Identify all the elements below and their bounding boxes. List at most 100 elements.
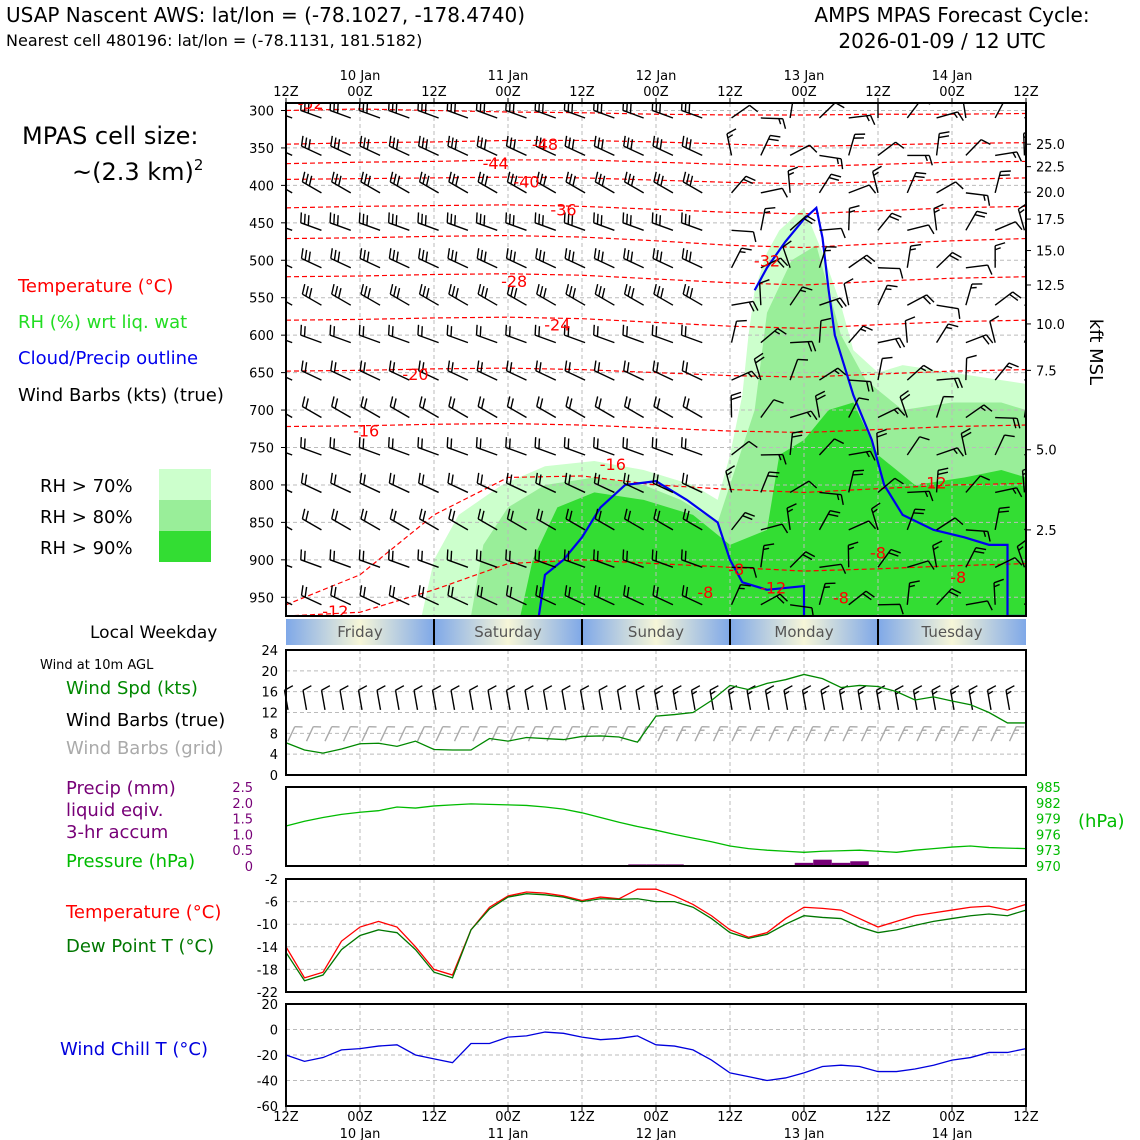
wind-barb-feather <box>827 513 839 517</box>
weekday-bar: Friday Saturday Sunday Monday Tuesday <box>286 619 1026 645</box>
wind-grid-barb <box>361 726 370 742</box>
temp-contour <box>286 139 1026 148</box>
wind-barb-feather <box>685 586 689 598</box>
wind-barb-feather <box>509 137 513 148</box>
wind-barb-feather <box>872 508 878 514</box>
wind-barb-feather <box>594 283 599 295</box>
wind-barb <box>965 600 988 606</box>
wind-barb-feather <box>923 364 933 372</box>
wind-barb-feather <box>392 586 396 598</box>
wind-barb-feather <box>535 585 539 596</box>
wind-barb-feather <box>505 472 509 484</box>
wind-10m-barb-feather <box>747 690 753 695</box>
wind-barb-feather <box>998 510 1009 513</box>
wind-barb-feather <box>848 546 855 550</box>
wind-grid-barb <box>435 726 444 742</box>
wind-10m-barb <box>302 690 308 711</box>
wind-barb-feather <box>623 283 628 295</box>
wind-barb-feather <box>418 171 423 183</box>
wind-barb-feather <box>480 474 484 485</box>
wind-barb-feather <box>652 585 656 596</box>
wind-barb-feather <box>571 251 575 262</box>
wind-10m-barb-feather <box>617 685 627 691</box>
wind-barb-feather <box>275 326 276 336</box>
wind-grid-barb <box>731 726 740 742</box>
windchill-panel: -60 -40 -20 0 20 <box>257 998 1027 1115</box>
wind-barb-feather <box>781 187 788 198</box>
windchill-line <box>285 1031 1027 1082</box>
temp-contour <box>286 108 1026 116</box>
wind-barb-feather <box>898 337 906 348</box>
wind-barb-feather <box>747 372 753 378</box>
wind-barb-feather <box>362 213 365 225</box>
wind-barb-feather <box>1041 110 1045 114</box>
wind-barb-feather <box>275 439 276 449</box>
wind-10m-barb <box>431 690 437 711</box>
wind-barb-feather <box>446 437 449 448</box>
wind-barb-feather <box>685 474 689 485</box>
wind-barb-feather <box>564 135 568 147</box>
temp-y-tick-label: -22 <box>257 986 278 1001</box>
wind-barb-feather <box>300 549 303 560</box>
wind-barb-feather <box>828 176 840 181</box>
wind-barb-feather <box>475 324 478 336</box>
cloud-outline <box>537 480 806 616</box>
wind-barb-feather <box>300 212 303 223</box>
wind-barb-feather <box>448 396 452 407</box>
pressure-y-tick-label: 970 <box>1036 860 1061 875</box>
wind-barb-feather <box>280 176 282 186</box>
wind-barb-feather <box>957 111 964 121</box>
wind-barb-feather <box>308 287 313 299</box>
wind-barb-feather <box>450 362 454 373</box>
wind-barb-feather <box>534 437 537 448</box>
wind-barb-feather <box>948 590 959 597</box>
wind-barb-feather <box>506 508 511 520</box>
wind-barb-feather <box>568 173 573 185</box>
temp-contour-label: -8 <box>728 560 744 579</box>
wind-barb <box>731 104 750 119</box>
wind-barb-feather <box>476 472 480 484</box>
wind-10m-barb-feather <box>358 685 368 691</box>
temp-contour <box>286 316 1026 330</box>
wind-barb-feather <box>505 135 509 147</box>
weekday-label: Sunday <box>628 623 684 641</box>
wind-barb <box>818 320 822 343</box>
wind-barb-feather <box>680 212 683 223</box>
wind-barb-feather <box>627 398 632 409</box>
wind-barb-feather <box>627 510 632 522</box>
wind-barb-feather <box>769 471 780 474</box>
bottom-x-tick-label: 12Z <box>865 1110 891 1125</box>
wind-barb-feather <box>367 287 371 299</box>
wind-barb-feather <box>421 550 423 562</box>
top-date-label: 14 Jan <box>932 69 973 84</box>
wind-barb-feather <box>593 549 595 560</box>
time-axes: 12Z 00Z 12Z 00Z 12Z 00Z 12Z 00Z 12Z 00Z 12Z 10 Jan 1… <box>273 69 1039 1140</box>
wind-barb-feather <box>477 171 482 183</box>
wind-10m-barb <box>487 690 493 711</box>
wind-barb-feather <box>417 248 421 259</box>
wind-barb-feather <box>479 326 482 337</box>
wind-barb-feather <box>837 367 847 376</box>
wind-barb-feather <box>275 551 276 561</box>
wind-barb-feather <box>953 112 958 119</box>
wind-10m-barb-feather <box>987 690 994 695</box>
kft-tick-label: 10.0 <box>1036 318 1065 333</box>
wind-barb-feather <box>778 454 782 461</box>
wind-barb-feather <box>448 171 452 183</box>
wind-barb-feather <box>396 175 401 187</box>
temp-y-tick-label: -18 <box>257 963 278 978</box>
temp-contour <box>286 422 1026 434</box>
wind-barb-feather <box>421 326 423 337</box>
wind-barb-feather <box>600 103 603 114</box>
wind-barb <box>782 246 791 268</box>
wind-barb-feather <box>535 248 539 259</box>
wind-barb-feather <box>305 173 309 185</box>
wind-barb-feather <box>688 139 692 150</box>
wind-barb-feather <box>865 115 870 122</box>
wind-barb-feather <box>477 396 482 407</box>
wind-barb-feather <box>840 494 844 506</box>
top-x-tick-label: 12Z <box>865 85 891 100</box>
wind-barb-feather <box>885 288 892 291</box>
wind-barb-feather <box>983 194 986 201</box>
wind-barb-feather <box>480 586 484 598</box>
